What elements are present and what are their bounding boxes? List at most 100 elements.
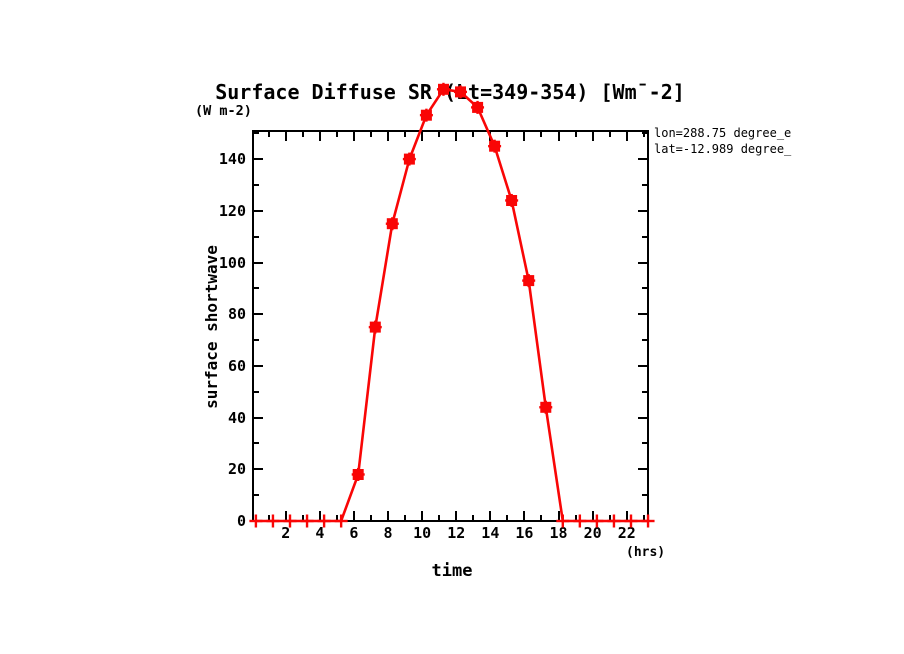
x-minor-tick-top [335,132,338,137]
y-minor-tick [254,287,259,290]
y-tick-label: 20 [227,460,246,479]
y-minor-tick [254,235,259,238]
y-minor-tick-right [642,235,647,238]
x-major-tick-top [318,132,321,141]
x-axis-unit-label: (hrs) [626,545,666,560]
x-tick-label: 16 [515,524,534,542]
x-major-tick [489,511,492,520]
y-major-tick-right [638,468,647,471]
x-tick-label: 4 [315,524,325,542]
x-major-tick [318,511,321,520]
x-minor-tick [540,515,543,520]
data-point-marker [419,108,433,122]
y-tick-label: 0 [236,512,246,530]
x-major-tick-top [625,132,628,141]
y-minor-tick [254,339,259,342]
y-tick-label: 60 [227,356,246,375]
x-minor-tick [574,515,577,520]
x-minor-tick-top [608,132,611,137]
x-minor-tick [608,515,611,520]
x-minor-tick [369,515,372,520]
x-major-tick-top [523,132,526,141]
x-tick-label: 20 [583,524,602,542]
y-major-tick-right [638,416,647,419]
y-tick-label: 140 [218,150,246,169]
y-major-tick [254,209,263,212]
x-axis-title: time [431,561,473,581]
y-minor-tick [254,442,259,445]
y-minor-tick [254,494,259,497]
y-minor-tick-right [642,442,647,445]
y-major-tick [254,158,263,161]
x-major-tick [387,511,390,520]
y-minor-tick [254,183,259,186]
x-major-tick [523,511,526,520]
y-minor-tick-right [642,287,647,290]
y-tick-label: 40 [227,408,246,427]
x-minor-tick-top [438,132,441,137]
y-major-tick [254,313,263,316]
x-major-tick [352,511,355,520]
x-major-tick [284,511,287,520]
x-tick-label: 10 [413,524,432,542]
x-major-tick-top [557,132,560,141]
x-major-tick-top [387,132,390,141]
x-major-tick-top [421,132,424,141]
x-minor-tick-top [404,132,407,137]
x-major-tick [421,511,424,520]
y-minor-tick-right [642,339,647,342]
y-major-tick-right [638,209,647,212]
y-axis-unit-label: (W m-2) [195,103,252,119]
x-tick-label: 8 [383,524,393,542]
plot-frame [252,130,649,522]
x-tick-label: 22 [617,524,636,542]
x-minor-tick [335,515,338,520]
x-minor-tick-top [369,132,372,137]
lon-annotation: lon=288.75 degree_e [654,126,792,140]
x-tick-label: 6 [349,524,359,542]
x-minor-tick [506,515,509,520]
y-major-tick [254,468,263,471]
x-minor-tick-top [301,132,304,137]
y-minor-tick-right [642,494,647,497]
y-major-tick [254,520,263,522]
x-major-tick-top [489,132,492,141]
y-minor-tick [254,390,259,393]
x-major-tick [455,511,458,520]
y-major-tick-right [638,313,647,316]
y-major-tick-right [638,520,647,522]
x-minor-tick-top [267,132,270,137]
x-minor-tick-top [506,132,509,137]
x-major-tick-top [352,132,355,141]
y-major-tick-right [638,364,647,367]
lat-annotation: lat=-12.989 degree_ [654,142,792,156]
x-minor-tick [267,515,270,520]
x-tick-label: 14 [481,524,500,542]
y-minor-tick-right [642,390,647,393]
y-major-tick [254,261,263,264]
y-minor-tick-right [642,183,647,186]
chart-title: Surface Diffuse SR (Lt=349-354) [Wm¯-2] [215,80,685,104]
y-major-tick [254,364,263,367]
x-major-tick-top [284,132,287,141]
coordinate-annotation: lon=288.75 degree_e lat=-12.989 degree_ [654,125,792,157]
y-tick-label: 80 [227,305,246,324]
x-minor-tick-top [472,132,475,137]
y-major-tick [254,416,263,419]
x-minor-tick [472,515,475,520]
x-minor-tick [301,515,304,520]
x-minor-tick [438,515,441,520]
y-tick-label: 120 [218,201,246,220]
x-minor-tick-top [540,132,543,137]
y-minor-tick-right [642,132,647,135]
x-major-tick-top [591,132,594,141]
x-tick-label: 2 [281,524,291,542]
x-tick-label: 12 [447,524,466,542]
x-tick-label: 18 [549,524,568,542]
x-minor-tick-top [574,132,577,137]
x-minor-tick [404,515,407,520]
x-major-tick [557,511,560,520]
x-major-tick-top [455,132,458,141]
y-major-tick-right [638,158,647,161]
